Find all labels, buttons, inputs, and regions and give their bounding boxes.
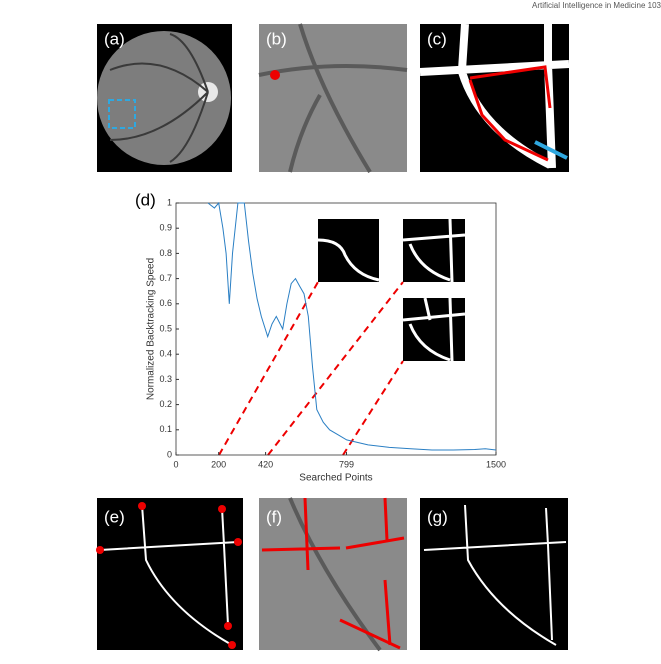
panel-a: (a) (97, 24, 232, 172)
y-tick-label: 0.9 (159, 223, 172, 233)
data-line (207, 201, 497, 451)
x-tick-label: 799 (339, 459, 354, 469)
y-tick-label: 0 (167, 449, 172, 459)
y-axis-label: Normalized Backtracking Speed (146, 258, 157, 400)
x-tick-label: 1500 (486, 459, 506, 469)
running-header: Artificial Intelligence in Medicine 103 (532, 1, 661, 10)
panel-e: (e) (96, 498, 243, 650)
panel-label: (d) (135, 190, 156, 209)
panel-c: (c) (419, 23, 570, 172)
panel-label: (c) (427, 29, 447, 48)
y-tick-label: 0.4 (159, 349, 172, 359)
panel-b: (b) (258, 23, 408, 174)
x-tick-label: 0 (173, 459, 178, 469)
y-tick-label: 0.7 (159, 273, 172, 283)
y-tick-label: 0.1 (159, 424, 172, 434)
panel-label: (g) (427, 507, 448, 526)
panel-d-insets (218, 218, 466, 456)
x-tick-label: 420 (258, 459, 273, 469)
y-tick-label: 0.3 (159, 374, 172, 384)
y-tick-label: 0.8 (159, 248, 172, 258)
y-tick-label: 0.6 (159, 298, 172, 308)
panel-label: (b) (266, 29, 287, 48)
y-tick-label: 0.5 (159, 323, 172, 333)
y-tick-label: 1 (167, 197, 172, 207)
x-axis-label: Searched Points (299, 473, 372, 484)
panel-label: (e) (104, 507, 125, 526)
panel-label: (f) (266, 507, 282, 526)
y-tick-label: 0.2 (159, 399, 172, 409)
x-tick-label: 200 (211, 459, 226, 469)
panel-label: (a) (104, 29, 125, 48)
panel-f: (f) (259, 497, 407, 652)
panel-g: (g) (420, 498, 568, 650)
